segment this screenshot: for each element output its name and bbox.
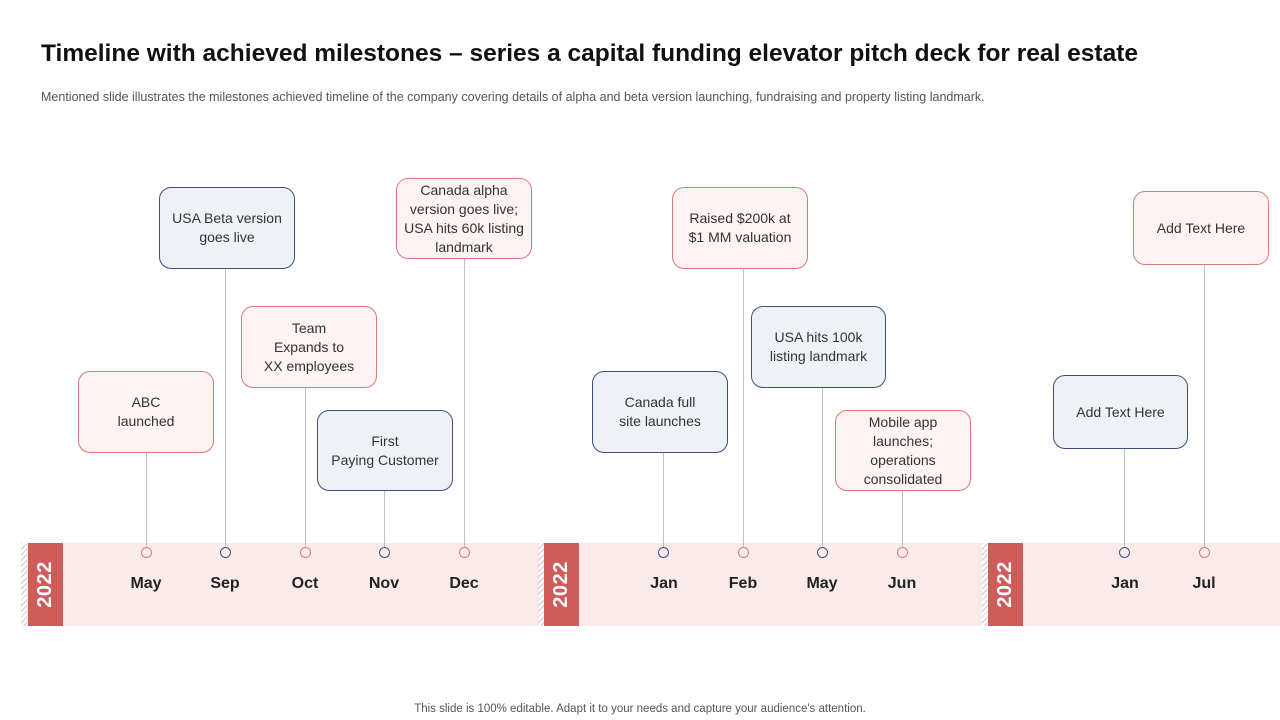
year-label: 2022 <box>994 561 1016 608</box>
milestone-card: USA hits 100k listing landmark <box>751 306 886 388</box>
connector-line <box>663 452 664 548</box>
milestone-dot <box>220 547 231 558</box>
milestone-card: Mobile app launches; operations consolid… <box>835 410 971 491</box>
milestone-card: ABC launched <box>78 371 214 453</box>
month-label: Jul <box>1192 575 1216 592</box>
month-label: Jun <box>887 575 917 592</box>
connector-line <box>225 268 226 548</box>
milestone-dot <box>658 547 669 558</box>
month-label: Oct <box>291 575 319 592</box>
milestone-text: Canada alpha version goes live; USA hits… <box>404 181 524 255</box>
slide-footer: This slide is 100% editable. Adapt it to… <box>414 703 866 715</box>
month-label: Feb <box>728 575 758 592</box>
connector-line <box>464 258 465 548</box>
milestone-dot <box>300 547 311 558</box>
milestone-dot <box>379 547 390 558</box>
milestone-card: USA Beta version goes live <box>159 187 295 269</box>
month-label: Jan <box>1111 575 1139 592</box>
band-hatch-2 <box>538 543 544 626</box>
connector-line <box>146 452 147 548</box>
milestone-dot <box>897 547 908 558</box>
connector-line <box>1124 448 1125 548</box>
month-label: May <box>130 575 162 592</box>
milestone-card: Add Text Here <box>1053 375 1188 449</box>
milestone-text: ABC launched <box>117 394 175 429</box>
milestone-dot <box>459 547 470 558</box>
milestone-card: First Paying Customer <box>317 410 453 491</box>
milestone-dot <box>1199 547 1210 558</box>
month-label: Jan <box>650 575 678 592</box>
milestone-card: Team Expands to XX employees <box>241 306 377 388</box>
milestone-dot <box>1119 547 1130 558</box>
timeline-band-3 <box>988 543 1280 626</box>
milestone-text: USA hits 100k listing landmark <box>769 329 868 364</box>
milestone-dot <box>141 547 152 558</box>
milestone-text: First Paying Customer <box>331 432 439 468</box>
year-marker-2: 2022 <box>544 543 579 626</box>
milestone-text: Mobile app launches; operations consolid… <box>863 413 943 487</box>
band-hatch-3 <box>982 543 988 626</box>
milestone-text: Team Expands to XX employees <box>263 319 355 374</box>
connector-line <box>384 490 385 548</box>
milestone-text: Raised $200k at $1 MM valuation <box>688 210 792 245</box>
connector-line <box>1204 264 1205 548</box>
slide-subtitle: Mentioned slide illustrates the mileston… <box>41 90 985 104</box>
connector-line <box>305 387 306 548</box>
month-label: Nov <box>368 575 400 592</box>
year-label: 2022 <box>34 561 56 608</box>
milestone-card: Raised $200k at $1 MM valuation <box>672 187 808 269</box>
milestone-card: Canada full site launches <box>592 371 728 453</box>
milestone-text: Canada full site launches <box>619 394 701 429</box>
milestone-card: Canada alpha version goes live; USA hits… <box>396 178 532 259</box>
slide-title: Timeline with achieved milestones – seri… <box>41 40 1138 67</box>
milestone-text: USA Beta version goes live <box>172 210 282 245</box>
month-label: Sep <box>210 575 240 592</box>
connector-line <box>902 490 903 548</box>
timeline-band-2 <box>544 543 982 626</box>
milestone-dot <box>738 547 749 558</box>
milestone-text: Add Text Here <box>1156 219 1246 236</box>
milestone-text: Add Text Here <box>1076 403 1165 420</box>
year-marker-3: 2022 <box>988 543 1023 626</box>
milestone-card: Add Text Here <box>1133 191 1269 265</box>
band-hatch-1 <box>21 543 27 626</box>
month-label: Dec <box>449 575 479 592</box>
connector-line <box>743 268 744 548</box>
month-label: May <box>806 575 838 592</box>
year-marker-1: 2022 <box>28 543 63 626</box>
timeline-band-1 <box>27 543 539 626</box>
year-label: 2022 <box>550 561 572 608</box>
milestone-dot <box>817 547 828 558</box>
connector-line <box>822 387 823 548</box>
